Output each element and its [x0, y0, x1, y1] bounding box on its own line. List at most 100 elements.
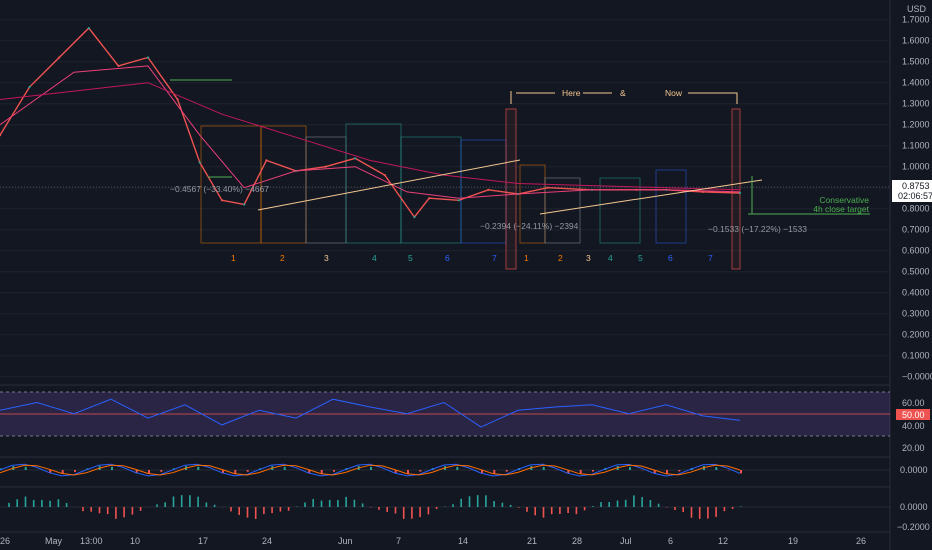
time-axis[interactable]: 26 May 13:00 10 17 24 Jun 7 14 21 28 Jul 6 12 19 26: [0, 536, 866, 546]
macd-bar: [61, 470, 64, 474]
price-point: [146, 56, 150, 59]
macd-bar: [419, 470, 422, 472]
hist-bar: [740, 506, 742, 507]
now-label: Now: [665, 88, 683, 98]
hist-bar: [205, 502, 208, 507]
price-point: [354, 157, 357, 160]
wave-box-9: [599, 177, 641, 244]
now-marker-box: [731, 108, 741, 270]
hist-bar: [115, 507, 117, 519]
hist-bar: [238, 507, 240, 515]
price-tick-label: 0.5000: [902, 267, 930, 277]
support-trendline-1: [257, 159, 521, 211]
price-tick-label: 0.3000: [902, 309, 930, 319]
currency-label: USD: [907, 4, 927, 14]
hist-bar: [263, 507, 265, 515]
hist-bar: [386, 507, 388, 512]
rsi-series: [0, 398, 741, 428]
macd-bar: [283, 466, 286, 470]
hist-bar: [328, 499, 331, 507]
hist-bar: [378, 507, 380, 510]
rsi-tick-40: 40.00: [902, 421, 925, 431]
wave-label-1: 1: [231, 253, 236, 263]
price-tick-label: 0.6000: [902, 246, 930, 256]
price-point: [0, 134, 2, 137]
hist-bar: [189, 495, 191, 507]
hist-bar: [567, 507, 569, 513]
macd-bar: [653, 470, 656, 474]
hist-bar: [715, 507, 717, 517]
hist-bar: [32, 499, 35, 507]
macd-tick-0: 0.0000: [900, 465, 928, 475]
last-price-countdown: 02:06:57: [898, 191, 932, 201]
time-tick-label: 26: [856, 536, 866, 546]
time-tick-label: 12: [718, 536, 728, 546]
price-line-ma-short: [0, 65, 741, 199]
macd-bar: [370, 466, 372, 470]
hist-bar: [435, 507, 438, 510]
hist-bar: [353, 499, 356, 507]
time-tick-label: 26: [0, 536, 10, 546]
rsi-tick-60: 60.00: [902, 398, 925, 408]
price-point: [546, 186, 549, 189]
price-point: [457, 199, 460, 202]
rsi-line: [0, 398, 741, 428]
price-tick-label: 1.0000: [902, 162, 930, 172]
hist-bar: [57, 499, 60, 507]
here-label: Here: [562, 88, 581, 98]
hist-bar: [476, 495, 479, 507]
hist-bar: [690, 507, 693, 518]
hist-bar: [682, 507, 684, 512]
hist-bar: [8, 502, 10, 507]
wave-label-6b: 6: [668, 253, 673, 263]
macd-bar: [715, 467, 718, 470]
hist-bar: [312, 499, 314, 507]
price-point: [265, 159, 268, 162]
hist-bar: [49, 500, 51, 507]
hist-bar: [287, 507, 290, 511]
hist-bar: [657, 503, 660, 507]
time-tick-label: May: [45, 536, 63, 546]
rsi-tick-20: 20.00: [902, 443, 925, 453]
hist-bar: [213, 504, 216, 507]
time-tick-label: 10: [130, 536, 140, 546]
price-line-close: [0, 27, 741, 219]
price-point: [117, 64, 120, 67]
hist-bar: [518, 507, 520, 508]
price-point: [176, 98, 179, 101]
hist-bar: [641, 497, 643, 507]
hist-bar: [501, 502, 504, 507]
hist-bar: [304, 502, 306, 507]
hist-bar: [707, 507, 709, 519]
wave-label-3: 3: [324, 253, 329, 263]
price-tick-label: −0.0000: [902, 372, 932, 382]
price-series: [0, 27, 742, 219]
hist-bar: [723, 507, 726, 512]
rsi-mid-tag: [896, 409, 930, 420]
hist-bar: [485, 495, 487, 507]
price-point: [428, 197, 431, 200]
hist-bar: [583, 507, 586, 511]
wave-label-4b: 4: [608, 253, 613, 263]
time-tick-label: 19: [788, 536, 798, 546]
macd-bar: [197, 466, 200, 470]
price-point: [220, 199, 224, 202]
hist-bar: [616, 500, 619, 507]
macd-bar: [246, 470, 249, 472]
macd-bar: [678, 470, 681, 472]
wave-label-7: 7: [492, 253, 497, 263]
price-tick-label: 1.4000: [902, 78, 930, 88]
hist-bar: [394, 507, 397, 514]
hist-bar: [542, 507, 545, 518]
hist-bar: [98, 507, 101, 514]
wave-label-2: 2: [280, 253, 285, 263]
hist-bar: [197, 496, 199, 507]
macd-bar: [74, 470, 76, 472]
price-tick-label: 1.7000: [902, 15, 930, 25]
time-tick-label: 14: [458, 536, 468, 546]
hist-bar: [411, 507, 413, 519]
last-price-value: 0.8753: [902, 181, 930, 191]
price-tick-label: 1.5000: [902, 57, 930, 67]
price-point: [243, 203, 246, 206]
